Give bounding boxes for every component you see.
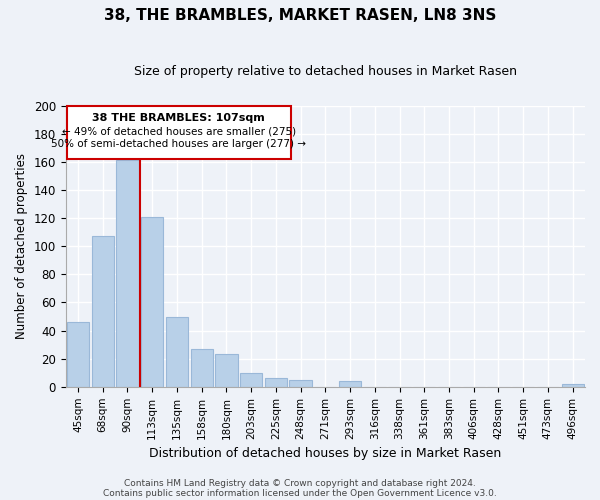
Text: ← 49% of detached houses are smaller (275): ← 49% of detached houses are smaller (27… bbox=[62, 126, 296, 136]
Y-axis label: Number of detached properties: Number of detached properties bbox=[15, 153, 28, 339]
Bar bbox=[141, 216, 163, 387]
Title: Size of property relative to detached houses in Market Rasen: Size of property relative to detached ho… bbox=[134, 65, 517, 78]
Bar bbox=[191, 349, 213, 387]
FancyBboxPatch shape bbox=[67, 106, 291, 159]
Text: 38, THE BRAMBLES, MARKET RASEN, LN8 3NS: 38, THE BRAMBLES, MARKET RASEN, LN8 3NS bbox=[104, 8, 496, 22]
Bar bbox=[116, 160, 139, 387]
Bar bbox=[339, 381, 361, 387]
Bar bbox=[166, 316, 188, 387]
Bar bbox=[67, 322, 89, 387]
Text: 50% of semi-detached houses are larger (277) →: 50% of semi-detached houses are larger (… bbox=[51, 140, 306, 149]
Bar bbox=[215, 354, 238, 387]
Bar bbox=[240, 373, 262, 387]
Text: Contains HM Land Registry data © Crown copyright and database right 2024.: Contains HM Land Registry data © Crown c… bbox=[124, 478, 476, 488]
X-axis label: Distribution of detached houses by size in Market Rasen: Distribution of detached houses by size … bbox=[149, 447, 502, 460]
Text: Contains public sector information licensed under the Open Government Licence v3: Contains public sector information licen… bbox=[103, 488, 497, 498]
Text: 38 THE BRAMBLES: 107sqm: 38 THE BRAMBLES: 107sqm bbox=[92, 112, 265, 122]
Bar bbox=[289, 380, 312, 387]
Bar bbox=[562, 384, 584, 387]
Bar bbox=[265, 378, 287, 387]
Bar bbox=[92, 236, 114, 387]
